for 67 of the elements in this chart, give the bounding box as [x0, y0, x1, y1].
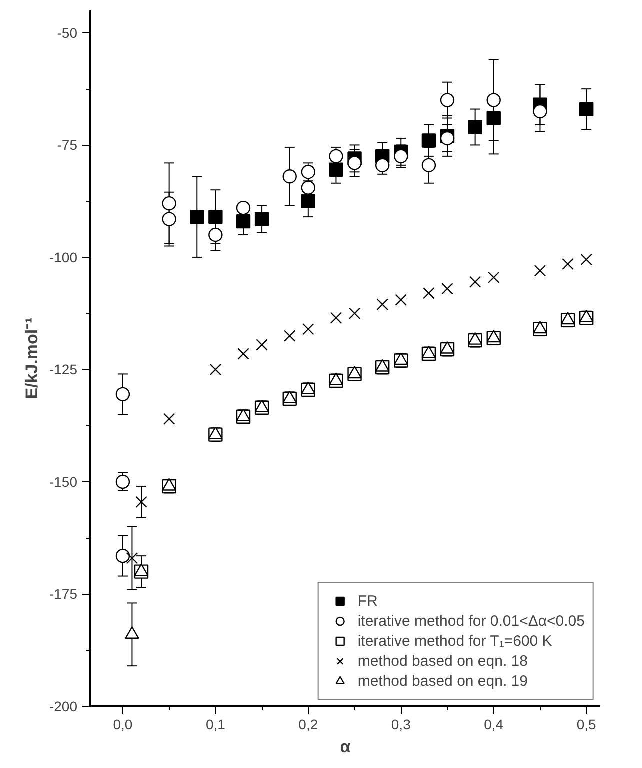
x-axis-title: α	[340, 738, 352, 756]
point	[562, 258, 574, 270]
point	[534, 265, 546, 277]
point	[238, 348, 250, 360]
x-tick-label: 0,3	[391, 716, 412, 732]
point	[329, 162, 344, 178]
point	[395, 294, 408, 306]
legend-label: iterative method for 0.01<Δα<0.05	[358, 612, 585, 630]
point	[116, 387, 130, 402]
y-tick-label: -175	[49, 586, 78, 602]
y-tick-label: -200	[49, 698, 78, 714]
y-tick-label: -125	[49, 362, 78, 378]
x-tick-label: 0,1	[206, 716, 226, 732]
point	[440, 93, 455, 108]
point	[208, 210, 223, 224]
point	[486, 111, 501, 126]
point	[348, 156, 362, 170]
point	[533, 104, 548, 119]
point	[256, 339, 268, 351]
point	[422, 158, 436, 173]
point	[190, 210, 204, 224]
point	[442, 282, 454, 295]
y-tick-label: -150	[49, 474, 78, 490]
point	[376, 298, 388, 311]
point	[254, 212, 270, 226]
point	[162, 196, 176, 211]
point	[580, 254, 592, 266]
point	[301, 194, 316, 208]
point	[422, 134, 436, 148]
x-tick-label: 0,5	[576, 716, 597, 732]
point	[348, 308, 361, 320]
point	[162, 212, 176, 226]
point	[488, 272, 500, 284]
legend-label: method based on eqn. 18	[358, 652, 528, 670]
point	[302, 323, 314, 336]
legend-label: method based on eqn. 19	[358, 672, 528, 690]
y-tick-label: -75	[57, 137, 78, 154]
point	[210, 364, 222, 376]
point	[125, 626, 140, 640]
legend-label: FR	[358, 592, 378, 610]
point	[579, 102, 594, 116]
point	[236, 200, 251, 216]
x-tick-label: 0,0	[113, 716, 133, 732]
point	[423, 287, 435, 300]
legend-label: iterative method for T₁=600 K	[358, 632, 552, 650]
point	[116, 548, 130, 564]
y-tick-label: -50	[57, 24, 78, 41]
point	[440, 131, 455, 146]
point	[329, 149, 344, 164]
point	[330, 312, 342, 324]
point	[163, 413, 176, 426]
point	[468, 120, 482, 134]
x-tick-label: 0,2	[298, 716, 318, 732]
point	[284, 330, 296, 342]
point	[136, 496, 148, 508]
point	[301, 165, 316, 180]
point	[486, 93, 501, 108]
point	[208, 228, 223, 242]
y-tick-label: -100	[49, 249, 78, 266]
point	[301, 180, 316, 195]
point	[469, 276, 482, 288]
x-tick-label: 0,4	[484, 716, 504, 732]
y-axis-title: E/kJ.mol⁻¹	[22, 317, 42, 400]
point	[282, 170, 297, 184]
point	[375, 158, 390, 173]
point	[126, 552, 138, 564]
point	[236, 214, 251, 229]
